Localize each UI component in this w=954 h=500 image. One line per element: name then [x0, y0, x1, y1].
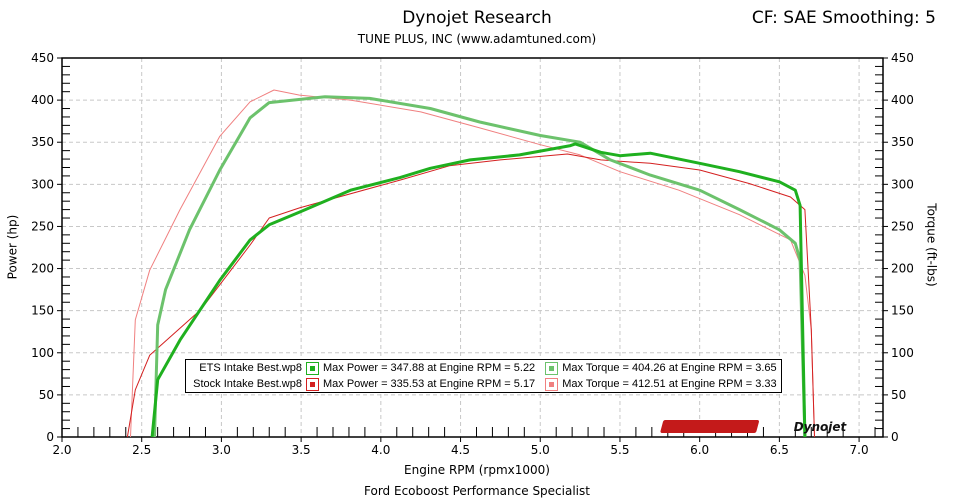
legend-row-ets: ETS Intake Best.wp8 Max Power = 347.88 a…	[186, 360, 777, 376]
y-tick-label: 100	[31, 346, 54, 360]
legend-max-power: Max Power = 335.53 at Engine RPM = 5.17	[323, 378, 536, 390]
series-line-3	[130, 89, 815, 438]
x-tick-label: 5.0	[531, 443, 550, 457]
y-tick-label: 300	[31, 177, 54, 191]
x-tick-label: 2.5	[132, 443, 151, 457]
legend-row-stock: Stock Intake Best.wp8 Max Power = 335.53…	[186, 376, 777, 392]
legend-file: Stock Intake Best.wp8	[193, 378, 302, 390]
legend-max-torque: Max Torque = 404.26 at Engine RPM = 3.65	[562, 362, 777, 374]
y2-tick-label: 350	[891, 135, 914, 149]
x-tick-label: 6.5	[770, 443, 789, 457]
legend-max-torque: Max Torque = 412.51 at Engine RPM = 3.33	[562, 378, 777, 390]
y-tick-label: 150	[31, 304, 54, 318]
correction-factor: CF: SAE Smoothing: 5	[751, 8, 936, 28]
x-tick-label: 6.0	[690, 443, 709, 457]
y-tick-label: 50	[39, 388, 54, 402]
series-line-0	[150, 142, 807, 438]
x-tick-label: 7.0	[850, 443, 869, 457]
y2-tick-label: 100	[891, 346, 914, 360]
x-tick-label: 4.5	[451, 443, 470, 457]
dynojet-logo-text: Dynojet	[794, 420, 848, 434]
chart-title: Dynojet Research	[402, 8, 552, 28]
y2-tick-label: 150	[891, 304, 914, 318]
y2-tick-label: 200	[891, 262, 914, 276]
y2-tick-label: 250	[891, 219, 914, 233]
y-tick-label: 450	[31, 51, 54, 65]
plot-frame	[61, 57, 884, 438]
y-tick-label: 0	[46, 430, 54, 444]
x-tick-label: 2.0	[52, 443, 71, 457]
y2-tick-label: 0	[891, 430, 899, 444]
legend-swatch-power	[306, 377, 319, 391]
y-tick-label: 200	[31, 262, 54, 276]
y-tick-label: 400	[31, 93, 54, 107]
y2-tick-label: 300	[891, 177, 914, 191]
y2-tick-label: 450	[891, 51, 914, 65]
chart-subtitle: TUNE PLUS, INC (www.adamtuned.com)	[357, 32, 597, 46]
x-tick-label: 5.5	[610, 443, 629, 457]
y-tick-label: 250	[31, 219, 54, 233]
footer-text: Ford Ecoboost Performance Specialist	[364, 484, 590, 498]
legend-swatch-torque	[545, 361, 559, 375]
dynojet-logo	[660, 420, 759, 433]
legend-max-power: Max Power = 347.88 at Engine RPM = 5.22	[323, 362, 536, 374]
series-line-1	[153, 95, 807, 438]
x-tick-label: 3.0	[212, 443, 231, 457]
legend: ETS Intake Best.wp8 Max Power = 347.88 a…	[185, 359, 782, 393]
y-tick-label: 350	[31, 135, 54, 149]
x-tick-label: 4.0	[371, 443, 390, 457]
legend-swatch-torque	[545, 377, 559, 391]
x-tick-label: 3.5	[292, 443, 311, 457]
legend-swatch-power	[306, 361, 319, 375]
y2-tick-label: 50	[891, 388, 906, 402]
x-axis-label: Engine RPM (rpmx1000)	[404, 463, 550, 477]
legend-file: ETS Intake Best.wp8	[199, 362, 302, 374]
y2-tick-label: 400	[891, 93, 914, 107]
